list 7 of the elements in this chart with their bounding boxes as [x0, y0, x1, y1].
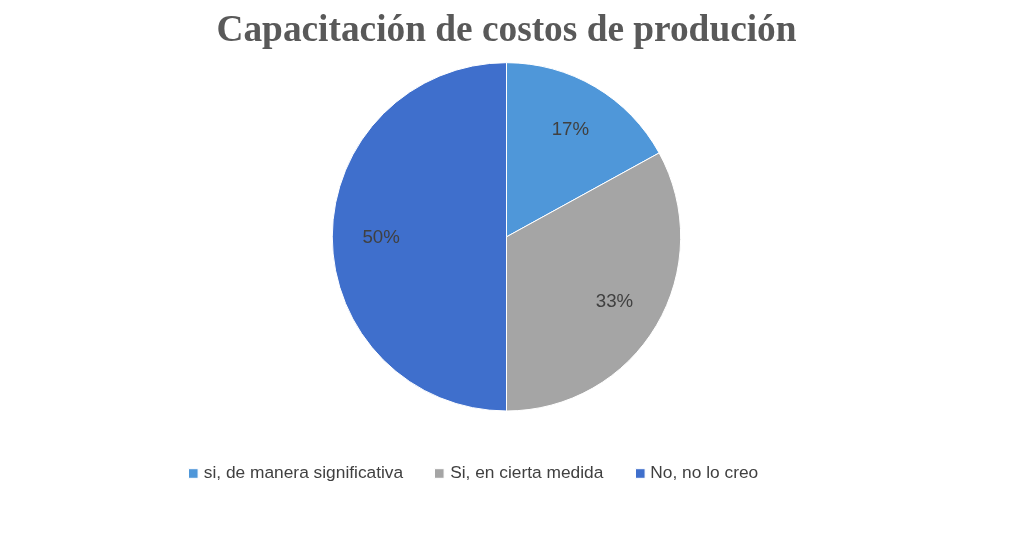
data-label: 50%	[362, 226, 400, 248]
legend-label: No, no lo creo	[650, 462, 759, 483]
legend-label: si, de manera significativa	[203, 462, 404, 483]
data-label: 33%	[595, 290, 634, 312]
legend-label: Si, en cierta medida	[450, 462, 604, 483]
data-label: 17%	[551, 118, 590, 140]
chart-title: Capacitación de costos de produción	[216, 7, 797, 49]
